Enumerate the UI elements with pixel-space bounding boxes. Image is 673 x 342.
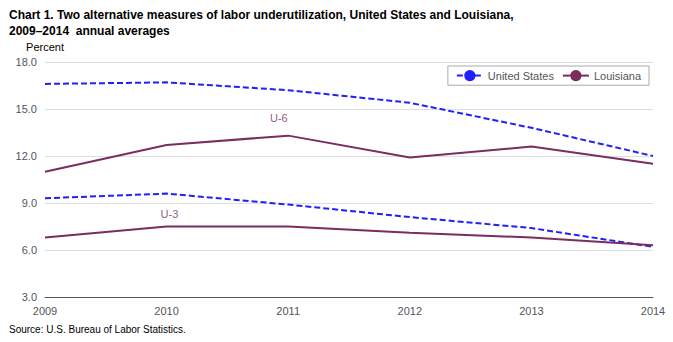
svg-text:12.0: 12.0 [16, 150, 37, 162]
svg-text:2013: 2013 [519, 305, 543, 317]
svg-text:15.0: 15.0 [16, 103, 37, 115]
svg-text:2014: 2014 [641, 305, 665, 317]
svg-text:2010: 2010 [154, 305, 178, 317]
svg-text:United States: United States [488, 70, 555, 82]
svg-text:2011: 2011 [276, 305, 300, 317]
svg-text:Louisiana: Louisiana [594, 70, 642, 82]
svg-text:Source: U.S. Bureau of Labor S: Source: U.S. Bureau of Labor Statistics. [9, 324, 186, 335]
svg-text:U-3: U-3 [161, 208, 179, 220]
svg-text:2012: 2012 [398, 305, 422, 317]
svg-text:2009–2014 annual averages: 2009–2014 annual averages [9, 24, 170, 38]
svg-text:Percent: Percent [26, 41, 64, 53]
svg-text:Chart 1. Two alternative measu: Chart 1. Two alternative measures of lab… [9, 8, 514, 22]
svg-text:18.0: 18.0 [16, 56, 37, 68]
svg-text:9.0: 9.0 [22, 197, 37, 209]
svg-text:6.0: 6.0 [22, 244, 37, 256]
svg-text:U-6: U-6 [270, 112, 288, 124]
svg-text:3.0: 3.0 [22, 291, 37, 303]
svg-text:2009: 2009 [33, 305, 57, 317]
